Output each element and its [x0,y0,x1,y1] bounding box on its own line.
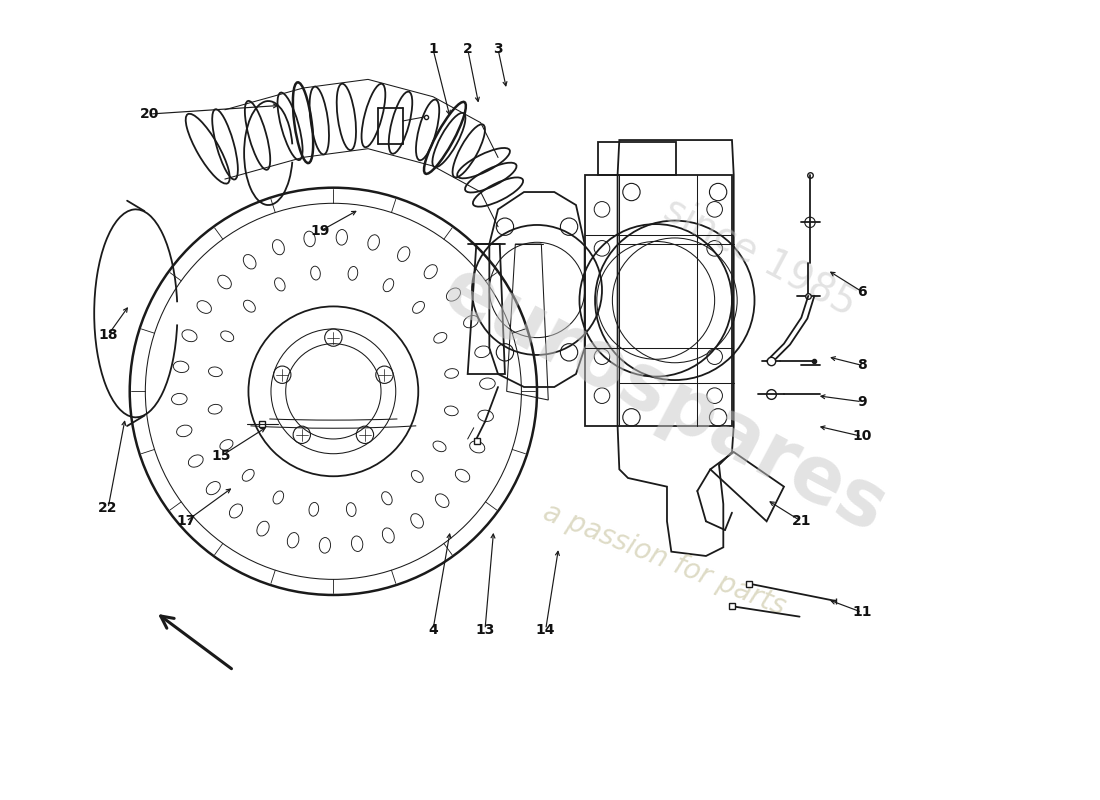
Text: 15: 15 [211,450,231,463]
Text: 11: 11 [852,606,871,619]
Text: 20: 20 [140,107,159,121]
Text: since 1985: since 1985 [657,190,862,323]
Text: 9: 9 [857,394,867,409]
Text: 8: 8 [857,358,867,372]
Text: 3: 3 [493,42,503,56]
Text: eurospares: eurospares [430,251,899,549]
Text: 14: 14 [536,622,556,637]
Text: 10: 10 [852,430,871,443]
Text: 21: 21 [792,514,811,528]
Text: a passion for parts: a passion for parts [539,498,790,621]
Text: 6: 6 [857,285,867,298]
Text: 1: 1 [428,42,438,56]
Text: 22: 22 [98,502,118,515]
Text: 19: 19 [310,224,330,238]
Text: 2: 2 [463,42,473,56]
Text: 13: 13 [475,622,495,637]
Circle shape [805,217,815,227]
Text: 4: 4 [428,622,438,637]
Text: 17: 17 [176,514,196,528]
Text: 18: 18 [98,328,118,342]
